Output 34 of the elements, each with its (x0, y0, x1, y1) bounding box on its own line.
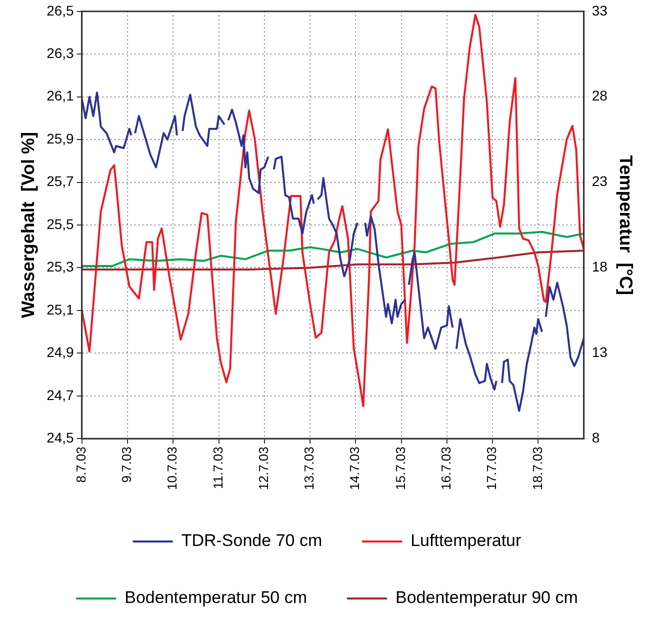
y-tick-label: 25,5 (46, 216, 74, 232)
y-tick-label: 26,1 (46, 88, 74, 104)
x-tick-label: 17.7.03 (484, 446, 500, 490)
x-tick-label: 16.7.03 (438, 446, 454, 490)
legend-label: Bodentemperatur 50 cm (124, 588, 308, 608)
y-tick-label: 24,9 (46, 344, 74, 360)
y2-tick-label: 8 (592, 429, 600, 446)
y2-tick-label: 28 (592, 88, 608, 104)
y-tick-label: 25,9 (46, 130, 74, 146)
x-tick-label: 10.7.03 (164, 446, 180, 490)
y2-tick-label: 23 (592, 173, 608, 190)
x-tick-label: 15.7.03 (392, 446, 408, 490)
y-tick-label: 24,7 (46, 386, 74, 403)
y-axis-title: Wassergehalt [Vol %] (18, 132, 38, 318)
y2-tick-label: 13 (592, 344, 608, 360)
x-tick-label: 12.7.03 (256, 446, 271, 490)
y-tick-label: 24,5 (46, 429, 74, 446)
x-tick-label: 9.7.03 (119, 446, 134, 483)
legend-label: Bodentemperatur 90 cm (396, 588, 578, 608)
x-tick-label: 13.7.03 (302, 446, 317, 490)
y-tick-label: 25,1 (46, 301, 74, 318)
legend-label: TDR-Sonde 70 cm (181, 531, 322, 550)
y2-tick-label: 33 (592, 2, 608, 18)
legend-label: Lufttemperatur (410, 531, 522, 550)
y2-tick-label: 18 (592, 258, 608, 275)
x-tick-label: 8.7.03 (73, 446, 88, 483)
y-tick-label: 25,7 (46, 173, 74, 190)
x-tick-label: 11.7.03 (210, 446, 226, 490)
y-tick-label: 26,3 (46, 44, 74, 61)
y-tick-label: 26,5 (46, 2, 74, 18)
y-tick-label: 25,3 (46, 258, 74, 275)
x-tick-label: 14.7.03 (347, 446, 362, 490)
y2-axis-title: Temperatur [°C] (616, 155, 636, 295)
x-tick-label: 18.7.03 (530, 446, 545, 490)
